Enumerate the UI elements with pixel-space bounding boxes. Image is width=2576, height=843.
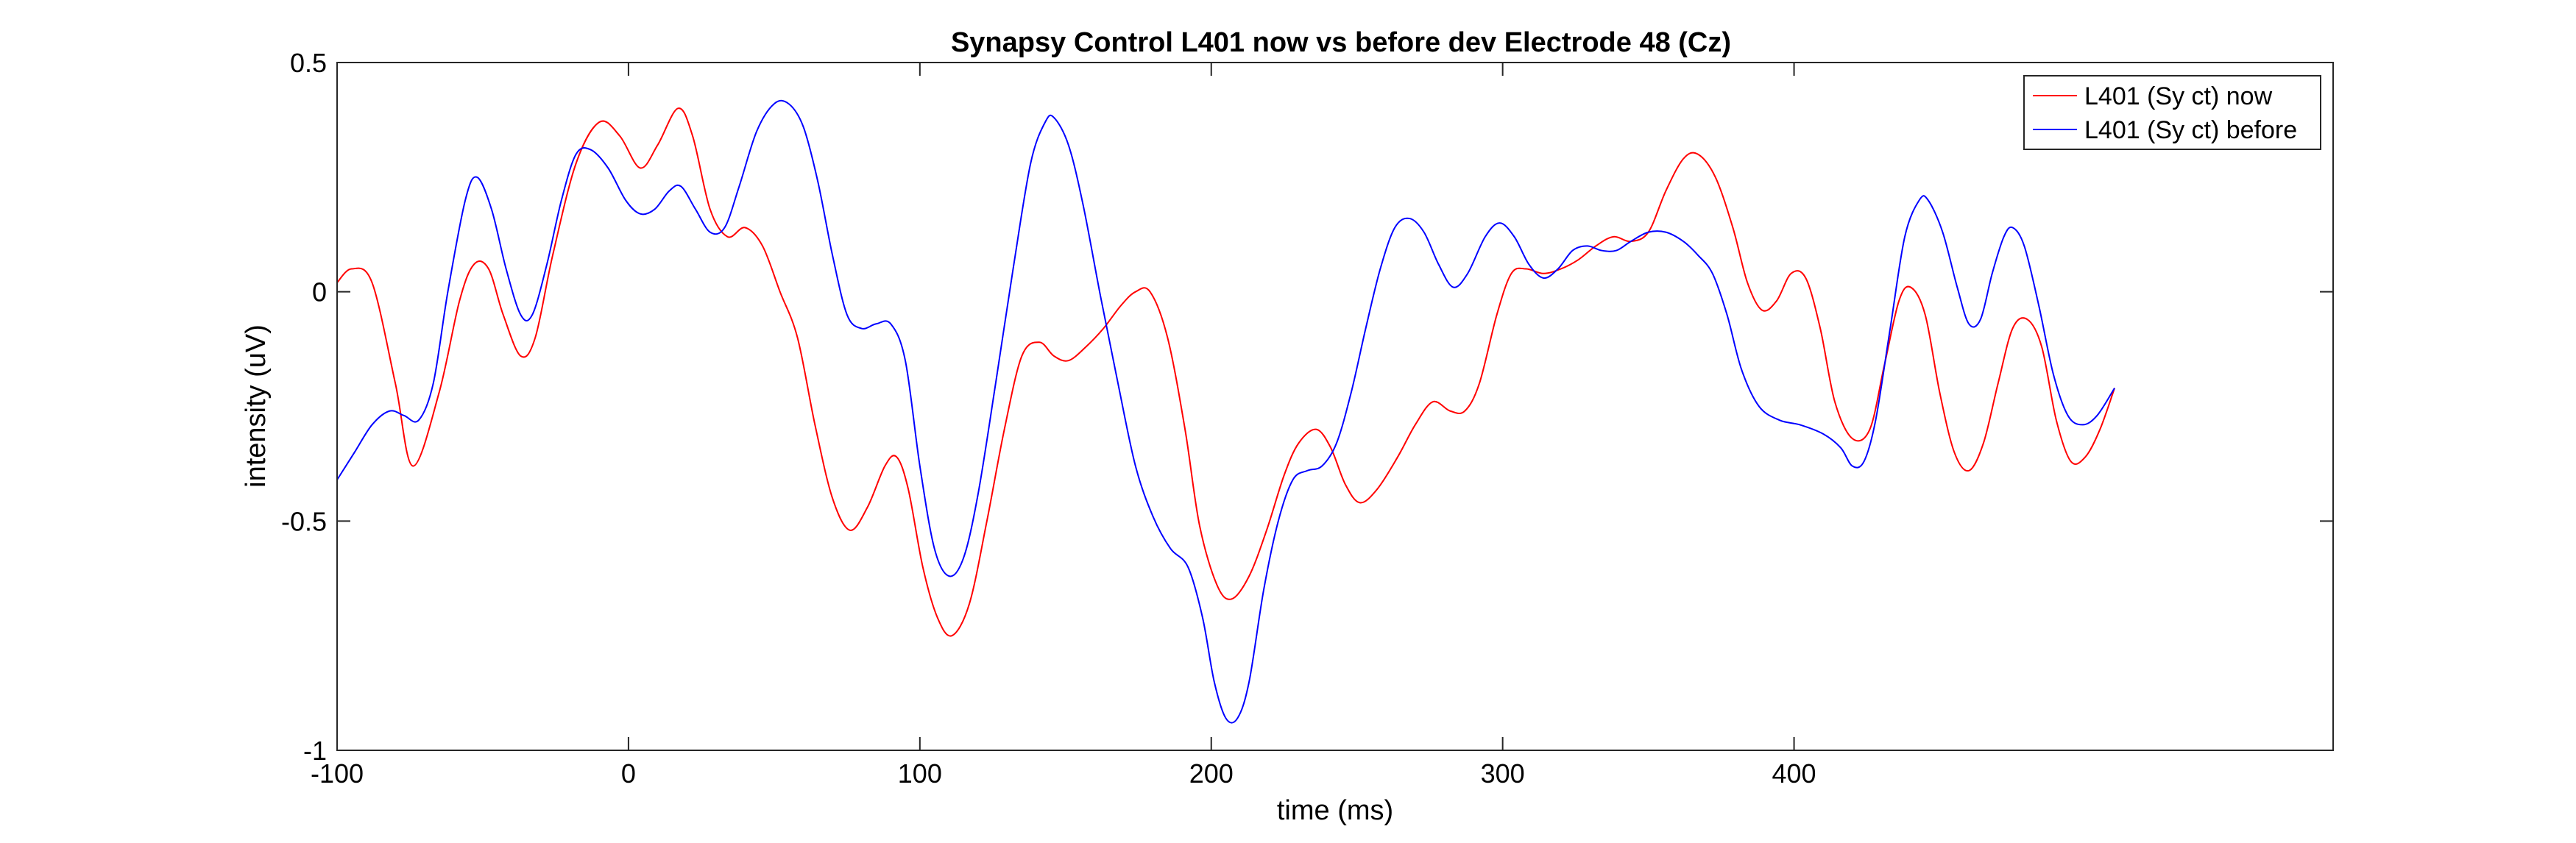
- series-line-now: [336, 107, 2116, 637]
- x-tick-label: 100: [898, 758, 942, 789]
- plot-area: -100 0 100 200 300 400 -1 -0.5 0 0.5: [281, 48, 2334, 789]
- x-tick-label: 300: [1481, 758, 1525, 789]
- x-tick-label: 400: [1772, 758, 1816, 789]
- legend-label-now: L401 (Sy ct) now: [2084, 82, 2273, 110]
- legend: L401 (Sy ct) now L401 (Sy ct) before: [2023, 75, 2321, 150]
- chart-title: Synapsy Control L401 now vs before dev E…: [951, 27, 1731, 58]
- y-axis-ticks: -1 -0.5 0 0.5: [281, 48, 2333, 766]
- legend-label-before: L401 (Sy ct) before: [2084, 116, 2297, 144]
- y-tick-label: -0.5: [281, 506, 327, 536]
- axes-box: [336, 62, 2334, 751]
- y-tick-label: 0: [312, 277, 327, 307]
- x-axis-label: time (ms): [1277, 795, 1393, 826]
- x-tick-label: -100: [311, 758, 364, 789]
- series-layer: [336, 99, 2116, 724]
- legend-box: [2023, 75, 2321, 150]
- y-axis-label: intensity (uV): [241, 324, 272, 488]
- x-axis-ticks: -100 0 100 200 300 400: [311, 63, 1816, 789]
- plot-background: [337, 63, 2333, 750]
- series-line-before: [336, 99, 2115, 724]
- x-tick-label: 200: [1189, 758, 1234, 789]
- x-tick-label: 0: [621, 758, 636, 789]
- y-tick-label: -1: [303, 736, 327, 766]
- y-tick-label: 0.5: [290, 48, 327, 78]
